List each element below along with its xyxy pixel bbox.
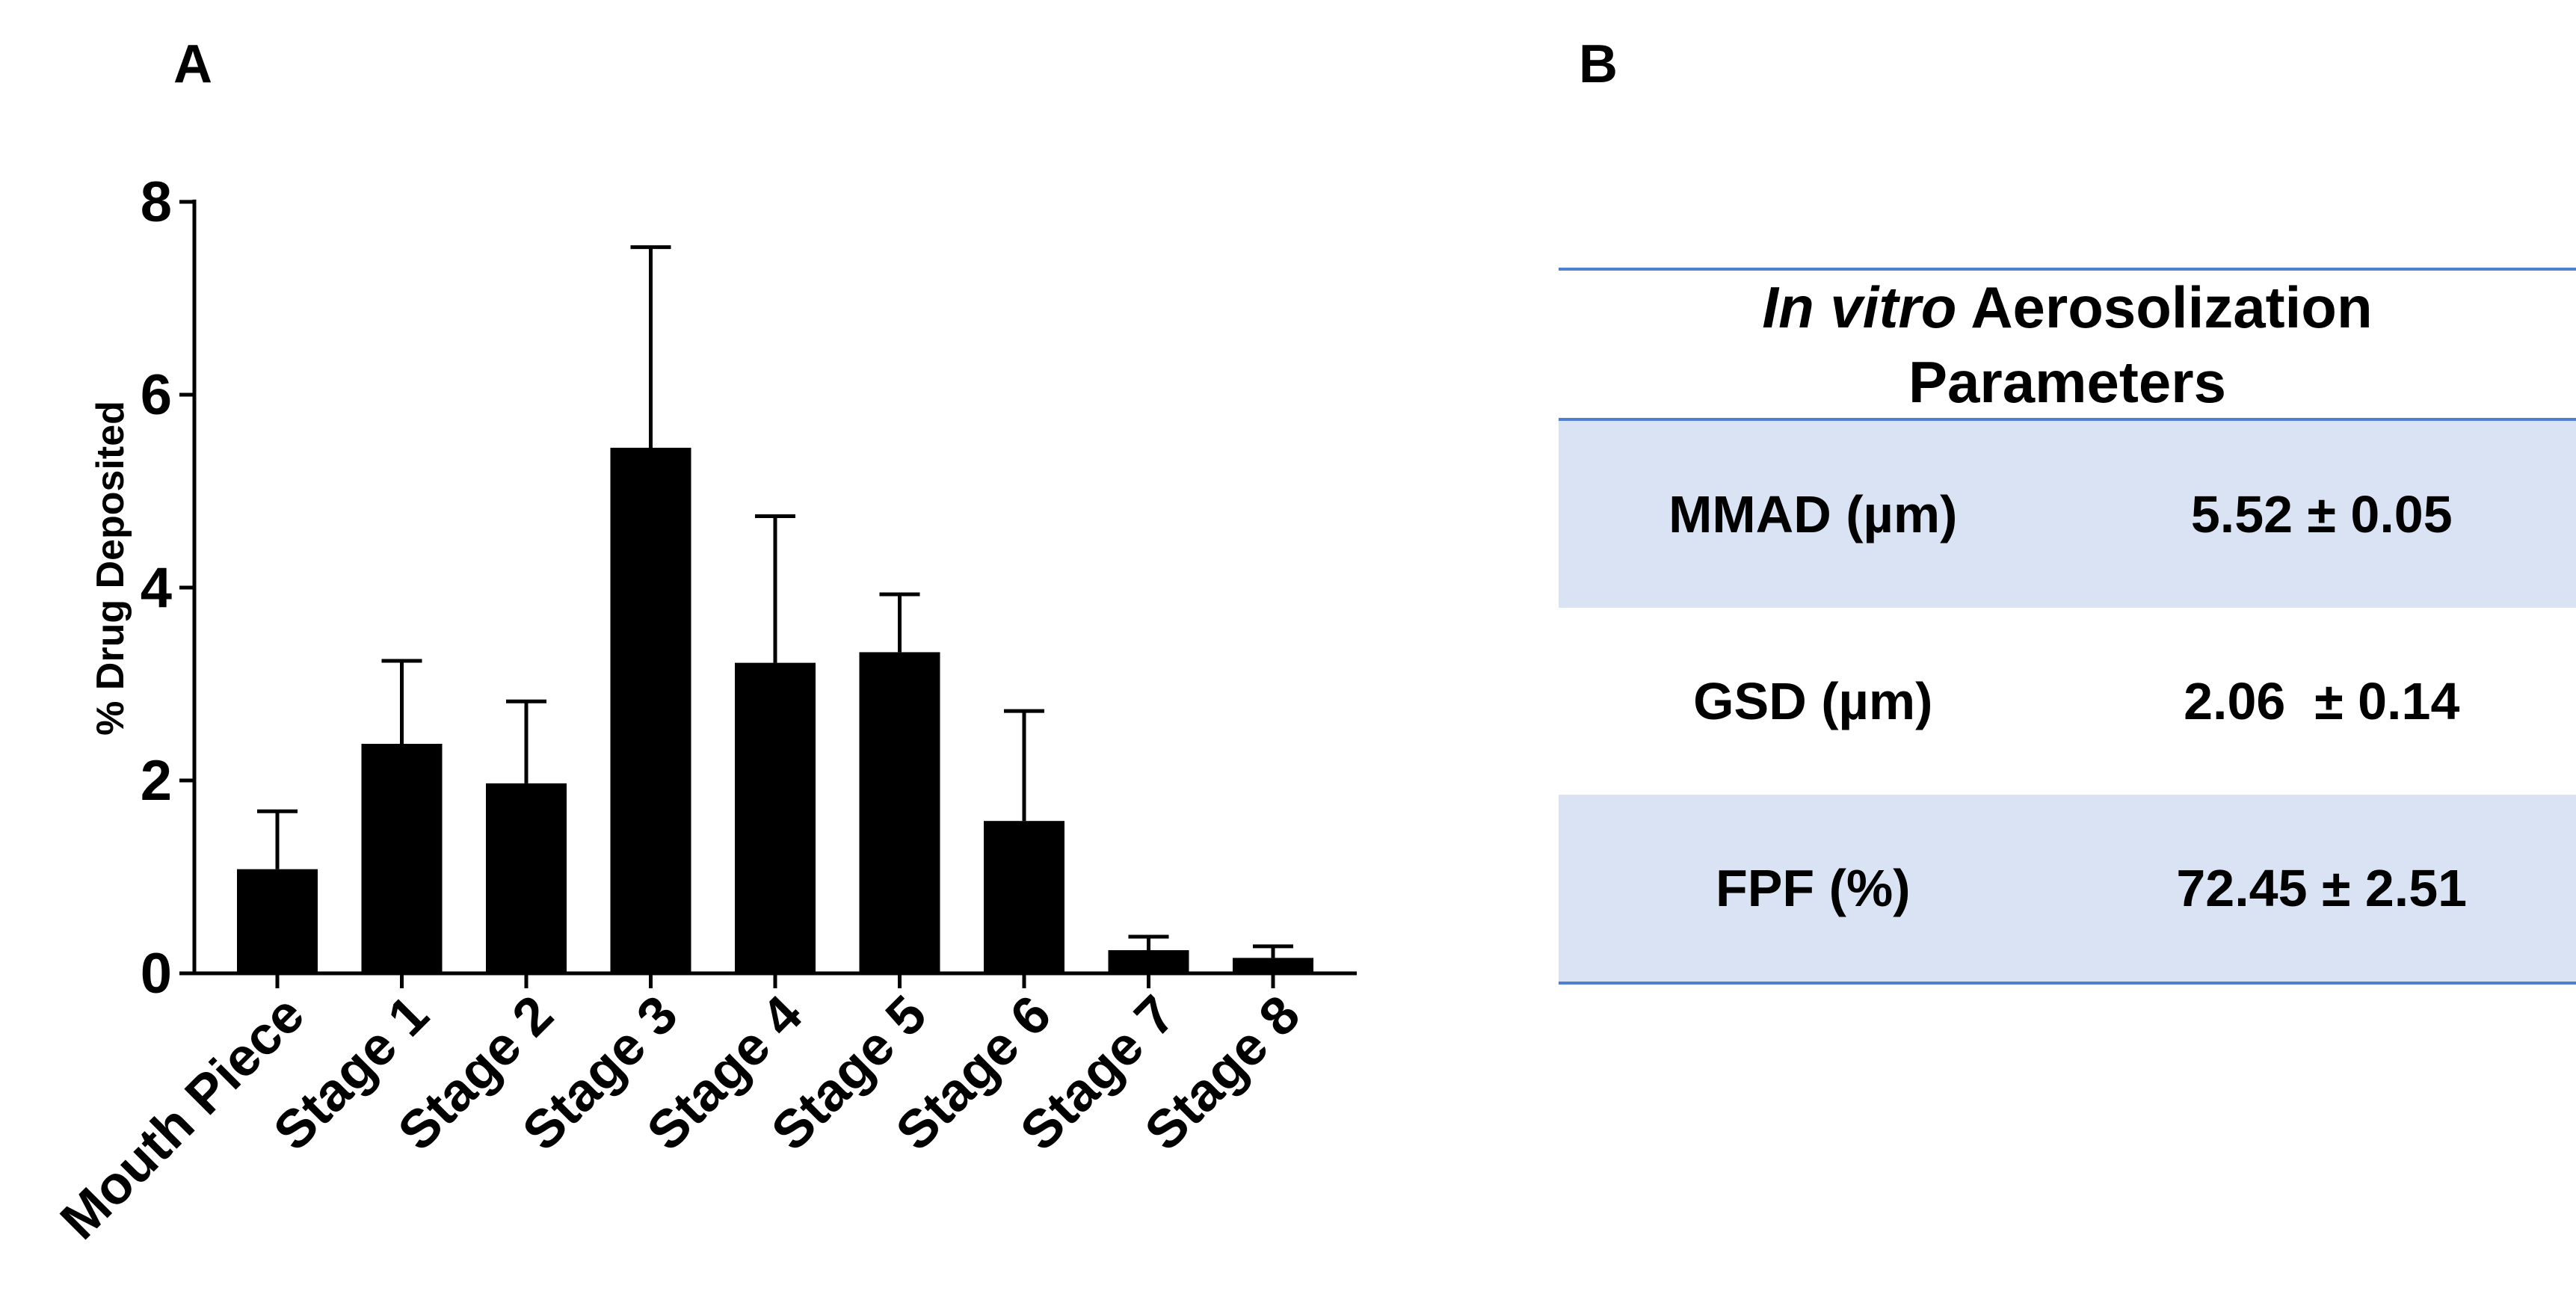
- y-tick-label: 0: [141, 942, 172, 1005]
- table-bottom-rule: [1559, 982, 2576, 985]
- y-tick-label: 4: [141, 556, 172, 620]
- param-cell: MMAD (µm): [1668, 485, 1958, 543]
- table-row: GSD (µm) 2.06 ± 0.14: [1559, 608, 2576, 795]
- panel-label-b: B: [1579, 34, 1618, 94]
- header-rest: Aerosolization: [1956, 274, 2373, 340]
- y-tick-label: 6: [141, 363, 172, 427]
- table-header-line2: Parameters: [1908, 348, 2226, 415]
- value-cell: 5.52 ± 0.05: [2190, 485, 2453, 543]
- bar: [361, 743, 443, 973]
- header-italic: In vitro: [1762, 274, 1957, 340]
- table-header: In vitro Aerosolization Parameters: [1559, 271, 2576, 418]
- panel-label-a: A: [173, 34, 212, 94]
- param-cell: FPF (%): [1715, 859, 1911, 917]
- table-header-line1: In vitro Aerosolization: [1762, 270, 2372, 345]
- bar: [1233, 958, 1313, 973]
- bar: [237, 869, 318, 973]
- bar: [486, 783, 567, 973]
- bar: [859, 652, 940, 973]
- param-cell: GSD (µm): [1693, 672, 1933, 730]
- bar: [1108, 950, 1189, 973]
- y-tick-label: 2: [141, 749, 172, 813]
- table-row: MMAD (µm) 5.52 ± 0.05: [1559, 421, 2576, 608]
- error-bars-layer: [257, 245, 1293, 958]
- value-cell: 2.06 ± 0.14: [2184, 672, 2460, 730]
- bar: [735, 662, 816, 973]
- bars-layer: [237, 447, 1313, 973]
- axes-layer: [179, 200, 1357, 988]
- y-tick-label: 8: [141, 170, 172, 234]
- table-row: FPF (%) 72.45 ± 2.51: [1559, 795, 2576, 982]
- value-cell: 72.45 ± 2.51: [2176, 859, 2468, 917]
- y-axis-label: % Drug Deposited: [89, 401, 132, 736]
- bar: [610, 447, 691, 973]
- bar: [984, 821, 1064, 973]
- aerosolization-table: In vitro Aerosolization Parameters MMAD …: [1559, 268, 2576, 985]
- table-header-rule: [1559, 418, 2576, 421]
- table-top-rule: [1559, 268, 2576, 271]
